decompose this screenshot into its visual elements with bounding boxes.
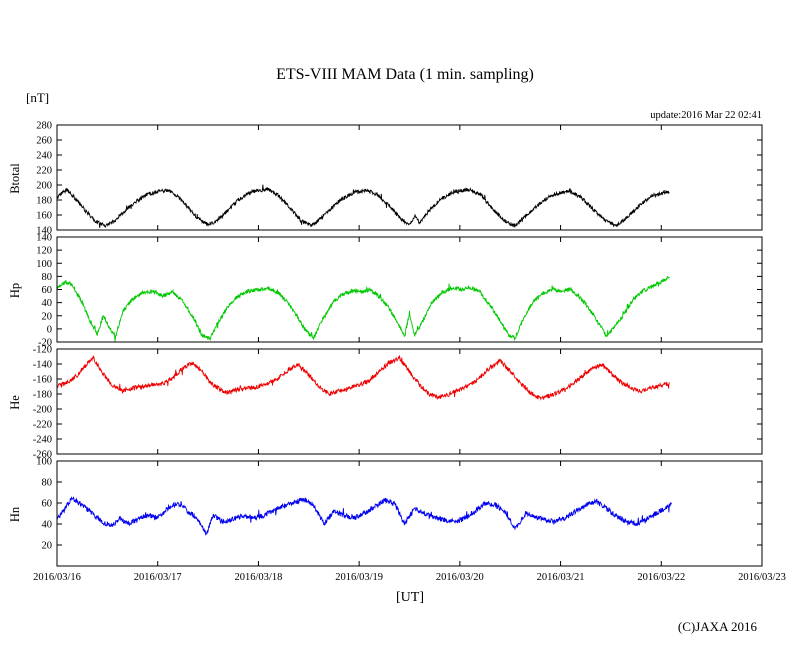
y-tick-label: 40 <box>42 298 53 309</box>
y-tick-label: 220 <box>36 166 52 177</box>
x-tick-label: 2016/03/18 <box>235 572 283 583</box>
y-tick-label: 280 <box>36 121 52 132</box>
y-tick-label: 80 <box>42 478 53 489</box>
y-tick-label: 60 <box>42 499 53 510</box>
y-tick-label: -200 <box>33 405 52 416</box>
x-tick-label: 2016/03/20 <box>436 572 484 583</box>
y-tick-label: -160 <box>33 375 52 386</box>
y-tick-label: 240 <box>36 151 52 162</box>
panel-border <box>56 348 763 455</box>
y-tick-label: 0 <box>47 324 52 335</box>
chart-title: ETS-VIII MAM Data (1 min. sampling) <box>276 66 534 83</box>
y-tick-label: 180 <box>36 196 52 207</box>
y-tick-label: 140 <box>36 233 52 244</box>
x-tick-label: 2016/03/21 <box>537 572 585 583</box>
y-tick-label: 100 <box>36 259 52 270</box>
series-hn <box>56 495 672 536</box>
y-tick-label: -140 <box>33 360 52 371</box>
copyright-label: (C)JAXA 2016 <box>677 619 757 634</box>
y-tick-label: -220 <box>33 420 52 431</box>
x-tick-label: 2016/03/22 <box>637 572 685 583</box>
panel-border <box>56 124 763 231</box>
y-tick-label: 140 <box>36 226 52 237</box>
x-tick-label: 2016/03/23 <box>738 572 786 583</box>
x-tick-label: 2016/03/16 <box>33 572 81 583</box>
series-he <box>57 354 670 401</box>
y-tick-label: 60 <box>42 285 53 296</box>
y-tick-label: -240 <box>33 435 52 446</box>
y-tick-label: 200 <box>36 181 52 192</box>
y-tick-label: 20 <box>42 541 53 552</box>
y-tick-label: 40 <box>42 520 53 531</box>
x-axis-label: [UT] <box>396 590 424 605</box>
y-tick-label: -20 <box>38 338 52 349</box>
series-hp <box>56 275 670 342</box>
panel-border <box>56 236 763 343</box>
panel-he: -120 -140 -160 -180 -200 -220 -240 -260 <box>33 345 763 461</box>
panel-hp: 140 120 100 80 60 40 20 0 -20 <box>36 233 763 349</box>
panel-border <box>56 460 763 567</box>
panel-hn: 100 80 60 40 20 <box>36 457 763 567</box>
y-tick-label: 120 <box>36 246 52 257</box>
y-tick-label: -180 <box>33 390 52 401</box>
y-tick-label: -260 <box>33 450 52 461</box>
x-tick-label: 2016/03/17 <box>134 572 182 583</box>
y-tick-label: 260 <box>36 136 52 147</box>
update-timestamp: update:2016 Mar 22 02:41 <box>650 110 762 121</box>
y-tick-label: 160 <box>36 211 52 222</box>
x-tick-label: 2016/03/19 <box>335 572 383 583</box>
y-unit-label: [nT] <box>26 90 50 105</box>
panel-btotal: 280 260 240 220 200 180 160 140 <box>36 121 763 237</box>
y-tick-label: 80 <box>42 272 53 283</box>
y-tick-label: -120 <box>33 345 52 356</box>
series-btotal <box>56 184 670 229</box>
y-tick-label: 20 <box>42 311 53 322</box>
y-tick-label: 100 <box>36 457 52 468</box>
